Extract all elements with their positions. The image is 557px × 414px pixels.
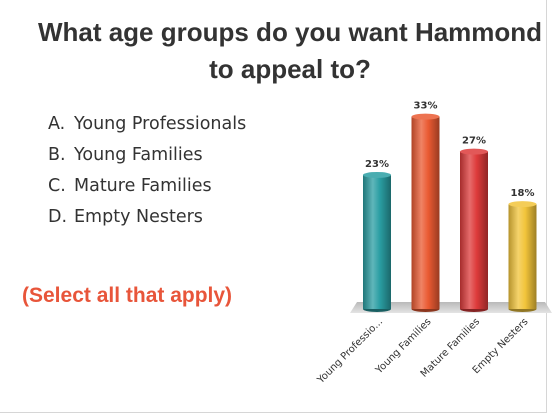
bar xyxy=(508,204,537,309)
bar-top xyxy=(411,113,440,120)
answer-options: A. Young Professionals B. Young Families C… xyxy=(48,109,246,233)
data-label: 27% xyxy=(462,136,486,147)
title-line-1: What age groups do you want Hammond xyxy=(37,17,543,47)
data-label: 33% xyxy=(414,101,438,112)
bar-top xyxy=(460,148,488,155)
tick-label: Young Professio... xyxy=(315,316,385,386)
bar xyxy=(363,174,391,309)
data-label: 18% xyxy=(511,188,535,199)
chart-floor xyxy=(350,302,552,313)
bar-top xyxy=(508,201,537,208)
option-c: C. Mature Families xyxy=(48,176,212,196)
select-all-note: (Select all that apply) xyxy=(22,284,233,307)
bar xyxy=(411,116,440,310)
data-label: 23% xyxy=(365,159,389,170)
bar xyxy=(460,151,488,309)
option-b: B. Young Families xyxy=(48,145,203,165)
slide-frame xyxy=(0,0,547,413)
option-d: D. Empty Nesters xyxy=(48,207,203,227)
slide-title: What age groups do you want Hammond to a… xyxy=(20,14,557,88)
bar-top xyxy=(363,171,391,178)
title-line-2: to appeal to? xyxy=(209,54,371,84)
option-a: A. Young Professionals xyxy=(48,114,247,134)
